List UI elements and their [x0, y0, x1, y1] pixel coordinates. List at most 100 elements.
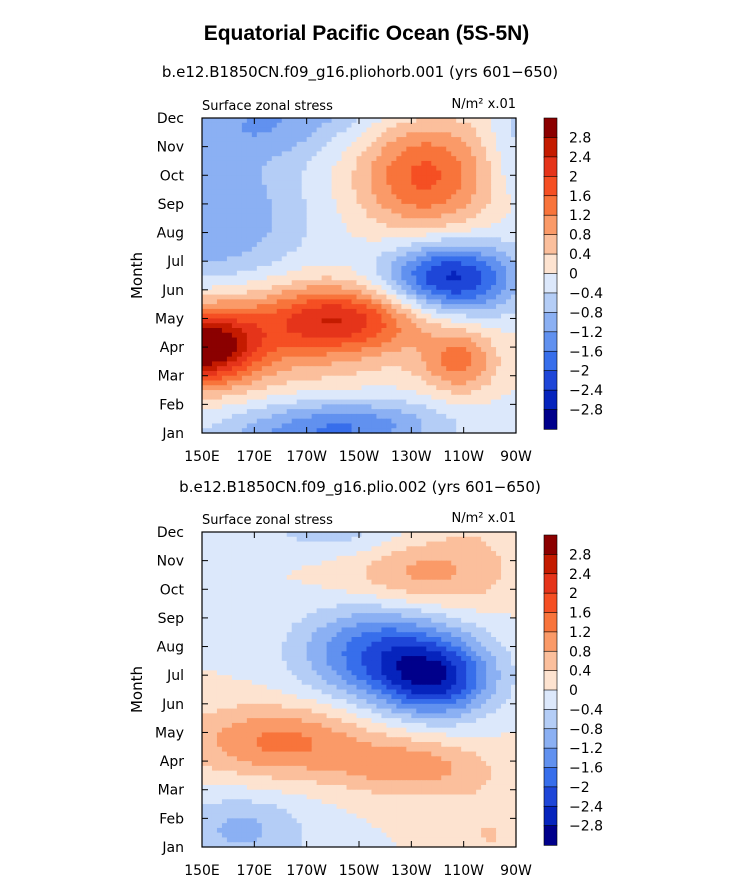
field-cell — [271, 175, 278, 181]
field-cell — [286, 351, 293, 358]
field-cell — [496, 555, 502, 562]
field-cell — [431, 385, 437, 391]
field-cell — [291, 251, 298, 258]
field-cell — [221, 332, 228, 339]
field-cell — [326, 232, 333, 238]
field-cell — [496, 404, 502, 410]
field-cell — [261, 328, 268, 334]
field-cell — [202, 270, 208, 277]
field-cell — [351, 304, 358, 310]
field-cell — [286, 232, 293, 238]
field-cell — [346, 361, 353, 367]
field-cell — [426, 409, 432, 415]
field-cell — [491, 194, 497, 200]
field-cell — [481, 551, 487, 557]
field-cell — [421, 394, 427, 401]
field-cell — [396, 242, 402, 248]
field-cell — [221, 122, 228, 129]
field-cell — [431, 175, 437, 181]
field-cell — [271, 418, 278, 425]
colorbar-swatch — [543, 409, 558, 430]
field-cell — [436, 122, 442, 129]
field-cell — [286, 342, 293, 348]
field-cell — [251, 390, 258, 396]
field-cell — [451, 208, 457, 215]
field-cell — [236, 347, 243, 353]
field-cell — [211, 280, 218, 286]
field-cell — [476, 208, 482, 215]
field-cell — [456, 141, 462, 148]
field-cell — [286, 318, 293, 324]
field-cell — [486, 351, 492, 358]
field-cell — [511, 394, 517, 401]
field-cell — [336, 175, 343, 181]
field-cell — [241, 208, 248, 215]
field-cell — [441, 536, 447, 543]
field-cell — [371, 385, 378, 391]
field-cell — [476, 270, 482, 277]
field-cell — [471, 199, 477, 205]
field-cell — [336, 237, 343, 243]
field-cell — [406, 337, 412, 343]
field-cell — [321, 337, 328, 343]
field-cell — [451, 213, 457, 219]
field-cell — [291, 404, 298, 410]
field-cell — [401, 532, 407, 538]
field-cell — [286, 579, 293, 586]
field-cell — [466, 246, 472, 253]
field-cell — [491, 418, 497, 425]
field-cell — [511, 551, 517, 557]
field-cell — [481, 418, 487, 425]
field-cell — [456, 574, 462, 581]
field-cell — [511, 337, 517, 343]
field-cell — [231, 194, 238, 200]
field-cell — [251, 165, 258, 172]
field-cell — [426, 242, 432, 248]
field-cell — [481, 323, 487, 329]
field-cell — [351, 418, 358, 425]
field-cell — [216, 337, 223, 343]
field-cell — [256, 175, 263, 181]
field-cell — [296, 413, 303, 420]
field-cell — [381, 199, 388, 205]
field-cell — [311, 184, 318, 191]
field-cell — [226, 256, 233, 262]
field-cell — [326, 574, 333, 581]
field-cell — [451, 555, 457, 562]
field-cell — [251, 289, 258, 296]
field-cell — [236, 232, 243, 238]
field-cell — [236, 146, 243, 153]
field-cell — [356, 256, 363, 262]
field-cell — [301, 180, 308, 186]
field-cell — [221, 227, 228, 234]
field-cell — [491, 299, 497, 305]
field-cell — [386, 285, 392, 291]
field-cell — [506, 328, 512, 334]
field-cell — [246, 184, 253, 191]
field-cell — [251, 565, 258, 571]
field-cell — [256, 361, 263, 367]
field-cell — [446, 146, 452, 153]
field-cell — [371, 380, 378, 386]
field-cell — [426, 361, 432, 367]
field-cell — [421, 361, 427, 367]
field-cell — [451, 375, 457, 382]
field-cell — [386, 560, 392, 567]
field-cell — [226, 137, 233, 143]
field-cell — [276, 409, 283, 415]
field-cell — [306, 574, 313, 581]
field-cell — [481, 555, 487, 562]
field-cell — [326, 218, 333, 224]
field-cell — [421, 118, 427, 124]
field-cell — [226, 218, 233, 224]
field-cell — [496, 347, 502, 353]
field-cell — [216, 242, 223, 248]
field-cell — [231, 232, 238, 238]
field-cell — [436, 337, 442, 343]
field-cell — [416, 351, 422, 358]
field-cell — [291, 242, 298, 248]
field-cell — [276, 175, 283, 181]
field-cell — [386, 532, 392, 538]
field-cell — [441, 541, 447, 547]
field-cell — [226, 328, 233, 334]
